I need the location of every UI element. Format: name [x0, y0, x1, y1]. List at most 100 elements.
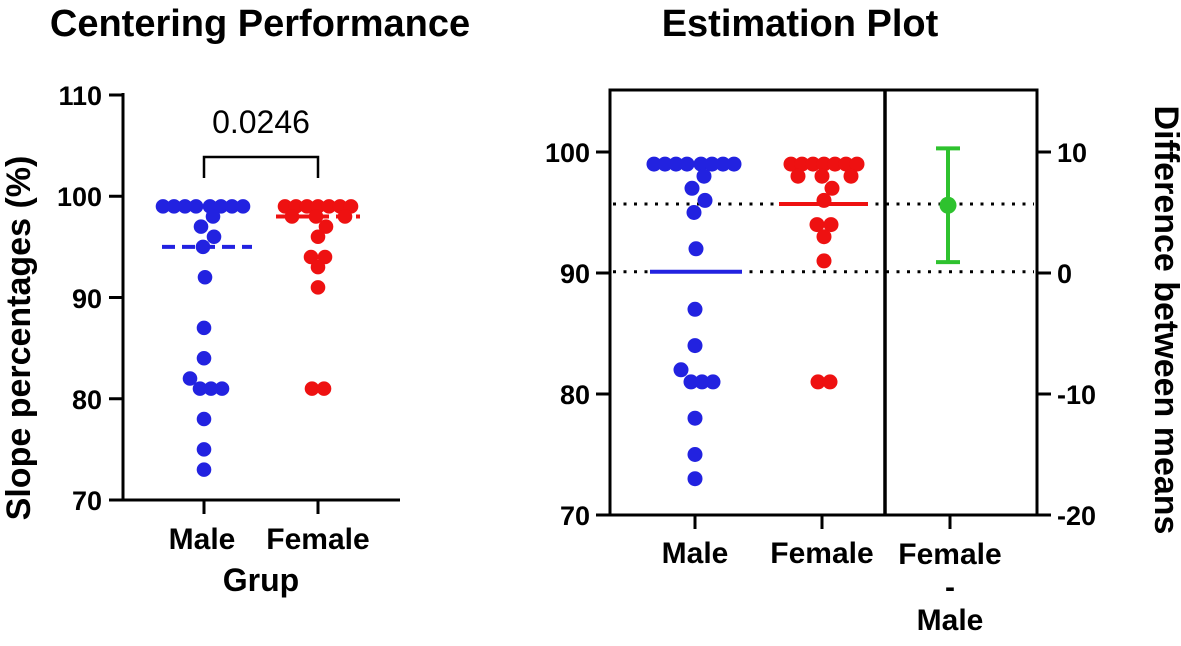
- data-point-male: [693, 156, 709, 172]
- left-y-tick-label: 70: [71, 486, 102, 516]
- data-point-male: [192, 381, 208, 396]
- right-plot-title: Estimation Plot: [661, 3, 939, 45]
- right-category-male: Male: [661, 537, 729, 570]
- data-point-male: [214, 381, 230, 396]
- data-point-female: [783, 156, 799, 172]
- data-point-female: [284, 209, 300, 224]
- data-point-male: [697, 192, 713, 208]
- data-point-male: [195, 239, 211, 255]
- data-point-male: [668, 156, 684, 172]
- data-point-female: [809, 217, 825, 233]
- data-point-male: [196, 411, 212, 427]
- data-point-male: [235, 199, 251, 214]
- significance-bracket: [202, 155, 320, 178]
- data-point-female: [310, 280, 326, 295]
- data-point-female: [816, 253, 832, 269]
- right-y-axis-title: Difference between means: [1147, 105, 1181, 535]
- data-point-female: [816, 229, 832, 245]
- data-point-male: [705, 374, 721, 390]
- data-point-male: [196, 320, 212, 336]
- data-point-female: [794, 156, 810, 172]
- left-plot-axes: [121, 93, 400, 502]
- left-category-female: Female: [266, 523, 370, 556]
- data-point-male: [193, 219, 209, 234]
- data-point-male: [726, 156, 742, 172]
- data-point-female: [337, 209, 353, 224]
- right-plot-left-tick-label: 90: [559, 259, 590, 289]
- data-point-female: [824, 180, 840, 196]
- data-point-male: [203, 381, 219, 396]
- left-category-male: Male: [168, 523, 236, 556]
- data-point-female: [823, 217, 839, 233]
- data-point-male: [196, 462, 212, 477]
- data-point-male: [696, 168, 712, 184]
- left-y-tick-label: 100: [56, 182, 102, 213]
- data-point-male: [687, 471, 703, 487]
- right-category-female: Female: [770, 537, 874, 570]
- data-point-male: [205, 209, 221, 224]
- data-point-female: [814, 168, 830, 184]
- data-point-female: [805, 156, 821, 172]
- data-point-male: [182, 371, 198, 386]
- right-plot-frame: [608, 88, 1039, 517]
- data-point-female: [310, 259, 326, 275]
- data-point-male: [197, 269, 213, 285]
- left-x-axis-title: Grup: [222, 562, 300, 598]
- data-point-male: [188, 199, 204, 214]
- data-point-female: [318, 219, 334, 234]
- data-point-male: [196, 442, 212, 457]
- data-point-female: [790, 168, 806, 184]
- data-point-male: [213, 199, 229, 214]
- right-plot-left-tick-label: 80: [559, 380, 590, 410]
- data-point-male: [683, 374, 699, 390]
- data-point-female: [827, 156, 843, 172]
- data-point-male: [196, 350, 212, 366]
- data-point-male: [688, 241, 704, 257]
- data-point-female: [822, 374, 838, 390]
- data-point-male: [657, 156, 673, 172]
- data-point-male: [177, 199, 193, 214]
- right-plot-right-tick-label: 0: [1057, 259, 1073, 289]
- data-point-female: [304, 381, 320, 396]
- data-point-female: [321, 199, 337, 214]
- data-point-male: [686, 205, 702, 220]
- data-point-male: [224, 199, 240, 214]
- data-point-female: [810, 374, 826, 390]
- data-point-male: [687, 410, 703, 426]
- difference-mean-point: [939, 196, 957, 214]
- right-plot-left-tick-label: 100: [544, 138, 590, 168]
- p-value-label: 0.0246: [212, 104, 310, 140]
- left-y-tick-label: 110: [58, 81, 102, 111]
- left-y-tick-label: 80: [71, 384, 102, 415]
- data-point-female: [316, 381, 332, 396]
- data-point-male: [206, 229, 222, 245]
- data-point-female: [849, 156, 865, 172]
- data-point-male: [679, 156, 695, 172]
- data-point-male: [684, 180, 700, 196]
- data-point-male: [673, 362, 689, 378]
- right-plot-right-tick-label: 10: [1057, 138, 1088, 168]
- data-point-male: [704, 156, 720, 172]
- data-point-female: [310, 229, 326, 245]
- left-plot-title: Centering Performance: [49, 3, 471, 45]
- data-point-male: [646, 156, 662, 172]
- data-point-female: [816, 156, 832, 172]
- data-point-male: [694, 374, 710, 390]
- data-point-male: [166, 199, 182, 214]
- data-point-male: [687, 338, 703, 354]
- data-point-male: [715, 156, 731, 172]
- data-point-female: [838, 156, 854, 172]
- data-point-male: [687, 447, 703, 462]
- data-point-female: [299, 199, 315, 214]
- left-y-tick-label: 90: [71, 283, 102, 314]
- right-plot-right-tick-label: -20: [1057, 501, 1097, 531]
- right-category-difference: Female - Male: [898, 538, 1002, 637]
- right-plot-left-tick-label: 70: [559, 501, 590, 531]
- data-point-male: [155, 199, 171, 214]
- right-plot-right-tick-label: -10: [1057, 380, 1097, 410]
- data-point-female: [308, 209, 324, 224]
- data-point-male: [687, 301, 703, 317]
- data-point-female: [843, 168, 859, 184]
